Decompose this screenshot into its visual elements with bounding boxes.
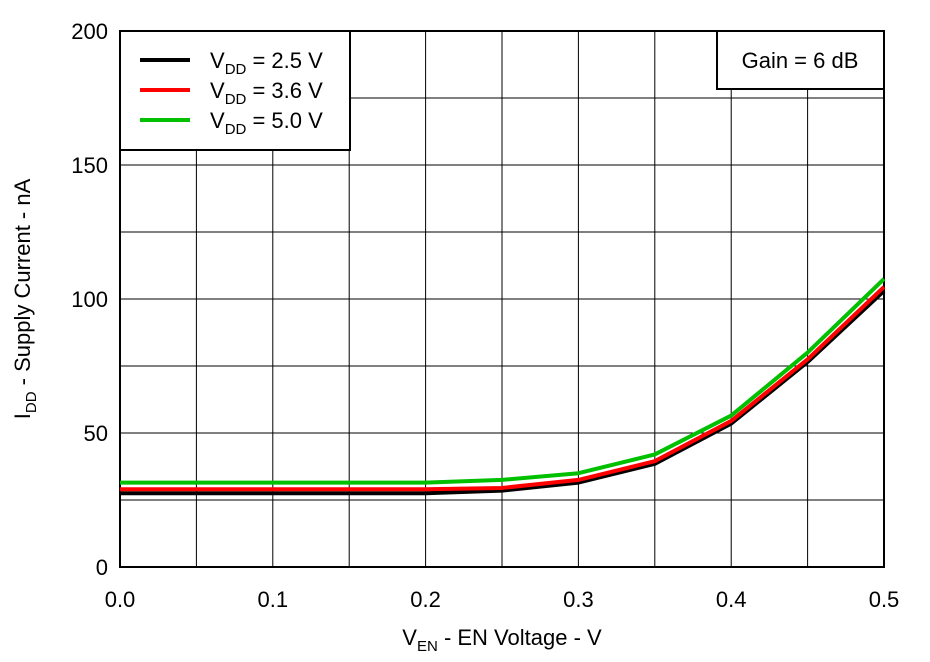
annotation: Gain = 6 dB <box>742 48 859 73</box>
data-line <box>120 277 886 485</box>
x-axis-label-part: EN <box>417 638 438 655</box>
x-tick-label: 0.3 <box>563 587 594 612</box>
x-axis-label-part: V <box>402 625 417 650</box>
x-tick-label: 0.4 <box>716 587 747 612</box>
y-tick-label: 100 <box>71 287 108 312</box>
data-line <box>120 285 886 492</box>
y-axis-label-part: - Supply Current - nA <box>10 178 35 391</box>
x-tick-label: 0.0 <box>105 587 136 612</box>
y-tick-label: 200 <box>71 19 108 44</box>
y-tick-label: 150 <box>71 153 108 178</box>
legend-label-part: V <box>210 78 225 103</box>
y-tick-label: 0 <box>96 555 108 580</box>
y-axis-label-part: DD <box>23 391 40 413</box>
y-axis-label-part: I <box>10 413 35 419</box>
legend-label-part: V <box>210 48 225 73</box>
x-tick-label: 0.1 <box>258 587 289 612</box>
annotation-box <box>716 30 885 90</box>
legend-label-part: V <box>210 108 225 133</box>
legend-label-part: = 5.0 V <box>246 108 323 133</box>
legend-label: VDD = 3.6 V <box>210 78 323 108</box>
legend-label: VDD = 2.5 V <box>210 48 323 78</box>
plot-frame <box>119 30 885 568</box>
x-axis-label-part: - EN Voltage - V <box>438 625 602 650</box>
legend-label-part: = 2.5 V <box>246 48 323 73</box>
legend-label-part: DD <box>225 91 247 108</box>
legend-label-part: = 3.6 V <box>246 78 323 103</box>
legend-label-part: DD <box>225 61 247 78</box>
x-tick-label: 0.2 <box>410 587 441 612</box>
legend-label: VDD = 5.0 V <box>210 108 323 138</box>
legend-label-part: DD <box>225 121 247 138</box>
y-tick-label: 50 <box>84 421 108 446</box>
x-axis-label: VEN - EN Voltage - V <box>402 625 602 655</box>
data-line <box>120 289 886 496</box>
y-axis-label: IDD - Supply Current - nA <box>10 178 40 419</box>
x-tick-label: 0.5 <box>869 587 900 612</box>
